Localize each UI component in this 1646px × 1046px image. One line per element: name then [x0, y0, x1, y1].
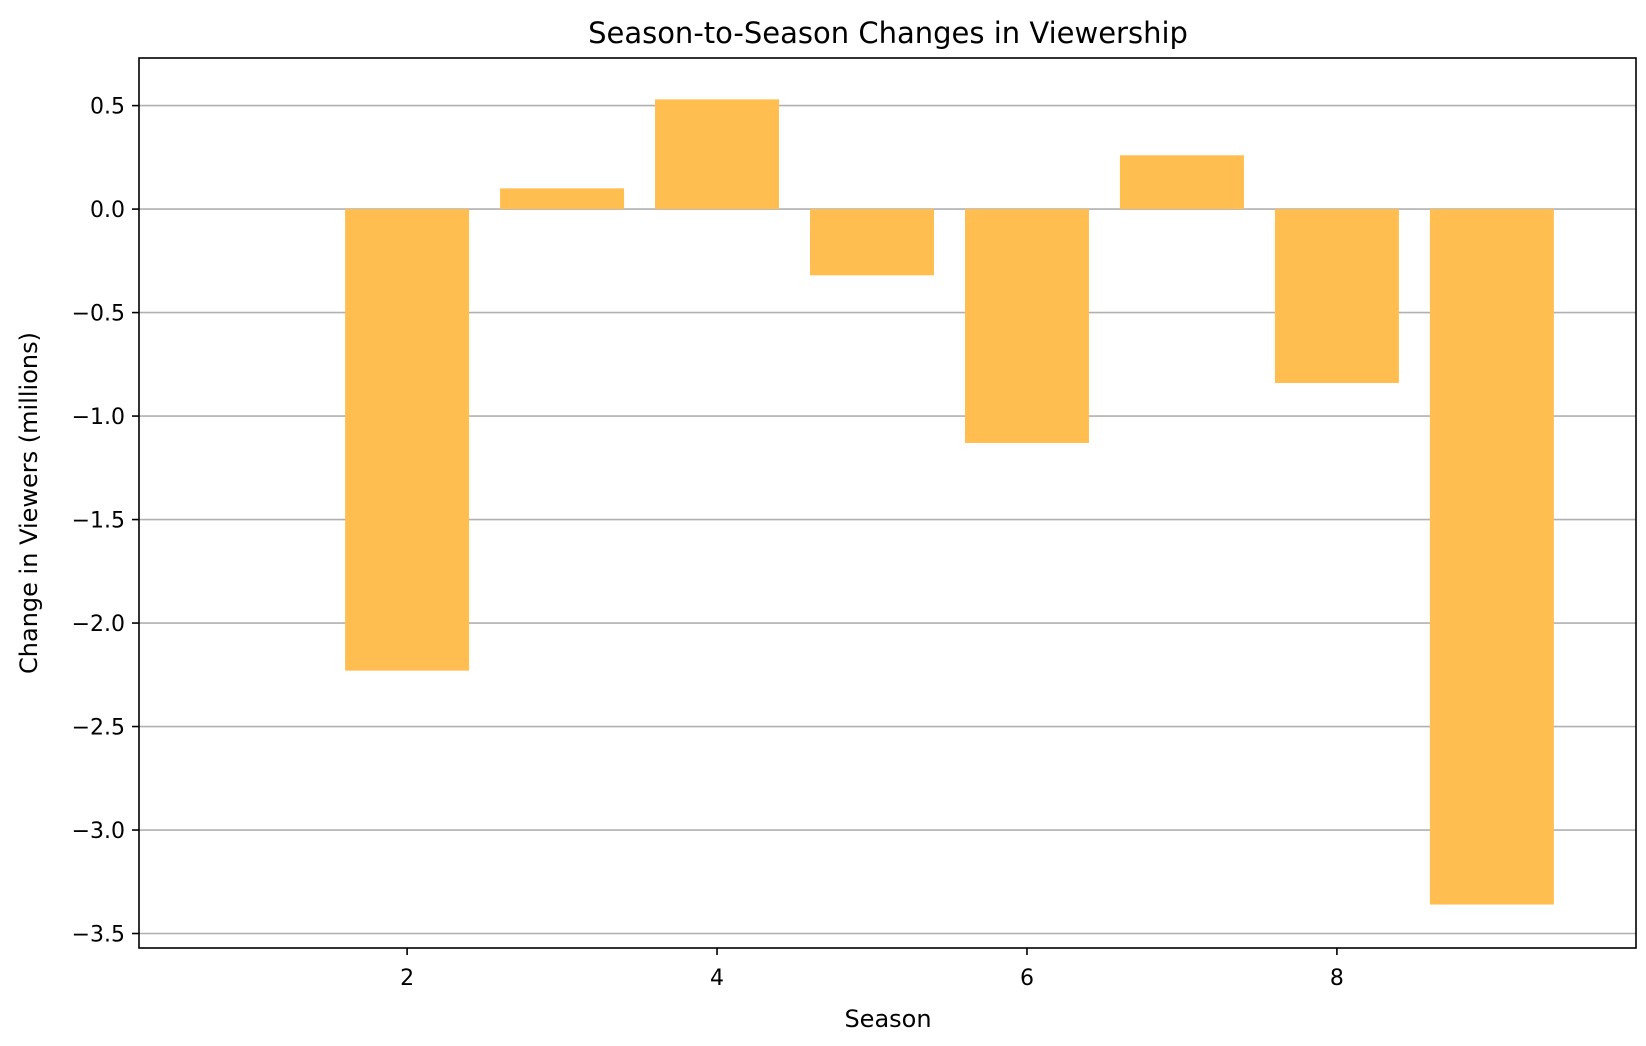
bar-season-8	[1274, 209, 1399, 383]
y-tick-label: −1.5	[72, 509, 125, 534]
y-axis: 0.5 0.0 −0.5 −1.0 −1.5 −2.0 −2.5 −3.0 −3.5	[72, 95, 139, 948]
y-tick-label: 0.5	[90, 95, 125, 120]
bar-season-7	[1119, 155, 1244, 210]
x-tick-label: 2	[400, 966, 414, 991]
bar-season-3	[500, 188, 625, 210]
y-tick-label: −0.5	[72, 302, 125, 327]
x-tick-label: 6	[1020, 966, 1034, 991]
chart-title: Season-to-Season Changes in Viewership	[588, 16, 1188, 50]
y-tick-label: −2.5	[72, 716, 125, 741]
bar-season-9	[1429, 209, 1554, 905]
x-axis-label: Season	[844, 1005, 931, 1033]
y-tick-label: −2.0	[72, 612, 125, 637]
bars	[345, 99, 1554, 905]
x-tick-label: 8	[1330, 966, 1344, 991]
y-tick-label: −3.5	[72, 923, 125, 948]
y-tick-label: −3.0	[72, 819, 125, 844]
x-tick-label: 4	[710, 966, 724, 991]
x-axis: 2 4 6 8	[400, 948, 1344, 991]
bar-season-6	[964, 209, 1089, 443]
bar-season-2	[345, 209, 470, 671]
y-tick-label: 0.0	[90, 198, 125, 223]
plot-frame	[138, 57, 1637, 949]
y-axis-label: Change in Viewers (millions)	[15, 332, 43, 674]
bar-season-4	[655, 99, 780, 210]
y-tick-label: −1.0	[72, 405, 125, 430]
bar-season-5	[810, 209, 934, 276]
